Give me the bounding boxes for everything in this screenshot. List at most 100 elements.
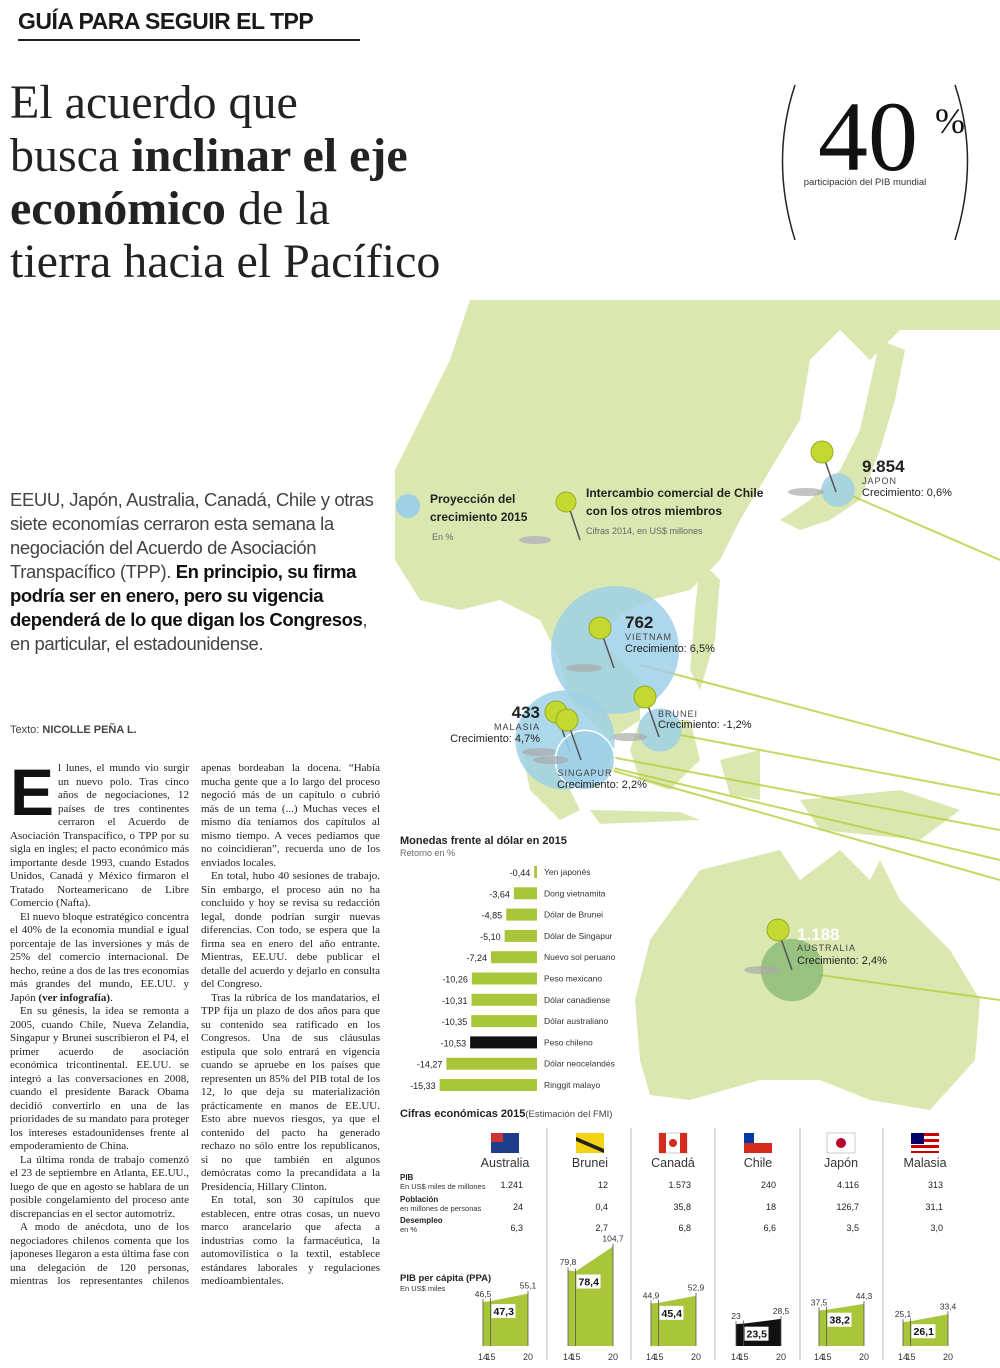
value-label: 25,1 bbox=[895, 1309, 912, 1319]
value-label: -10,35 bbox=[442, 1017, 468, 1027]
value-label: 55,1 bbox=[520, 1281, 537, 1291]
category-label: Dólar neocelandés bbox=[544, 1059, 615, 1069]
value-label: 44,9 bbox=[643, 1290, 660, 1300]
pin-shadow bbox=[788, 488, 824, 496]
category-label: Yen japonés bbox=[544, 867, 590, 877]
x-tick-label: 14 bbox=[814, 1352, 824, 1362]
legend-unit: Cifras 2014, en US$ millones bbox=[586, 526, 703, 536]
intro-text: , en particular, el estadounidense. bbox=[10, 609, 368, 654]
x-tick-label: 15 bbox=[570, 1352, 580, 1362]
country-name: SINGAPUR bbox=[557, 768, 612, 778]
kicker-rule bbox=[18, 39, 360, 41]
value-label: -3,64 bbox=[489, 889, 510, 899]
legend-growth-icon bbox=[396, 494, 420, 518]
value-label: -0,44 bbox=[510, 868, 531, 878]
headline-text: busca bbox=[10, 129, 132, 182]
value-label: -4,85 bbox=[482, 911, 503, 921]
value-label: 26,1 bbox=[914, 1326, 935, 1338]
cell: 3,5 bbox=[846, 1223, 859, 1233]
row-sublabel: En US$ miles de millones bbox=[400, 1182, 486, 1191]
row-label: PIB bbox=[400, 1173, 414, 1182]
value-label: 104,7 bbox=[602, 1234, 624, 1244]
pin-shadow bbox=[744, 966, 780, 974]
cell: 31,1 bbox=[925, 1202, 943, 1212]
paragraph-text: l lunes, el mundo vio surgir un nuevo po… bbox=[10, 762, 189, 909]
trade-pin bbox=[588, 616, 612, 640]
country-name: AUSTRALIA bbox=[797, 943, 856, 953]
legend-unit: En % bbox=[432, 532, 454, 542]
area bbox=[651, 1295, 696, 1346]
growth-bubble bbox=[638, 708, 682, 752]
value-label: -10,31 bbox=[442, 996, 468, 1006]
stat-unit: % bbox=[935, 101, 965, 141]
paragraph-text: . bbox=[110, 991, 113, 1004]
value-label: -15,33 bbox=[410, 1081, 436, 1091]
value-label: -10,26 bbox=[442, 975, 468, 985]
byline-label: Texto: bbox=[10, 724, 43, 736]
cell: 2,7 bbox=[595, 1223, 608, 1233]
bar bbox=[471, 972, 537, 985]
headline-text: tierra hacia el Pacífico bbox=[10, 235, 441, 288]
area bbox=[568, 1246, 613, 1346]
value-label: -14,27 bbox=[417, 1060, 443, 1070]
paragraph: En total, hubo 40 sesiones de trabajo. S… bbox=[201, 870, 380, 990]
cell: 18 bbox=[766, 1202, 776, 1212]
category-label: Dólar australiano bbox=[544, 1016, 609, 1026]
cell: 6,6 bbox=[763, 1223, 776, 1233]
bar bbox=[471, 993, 537, 1006]
x-tick-label: 20 bbox=[523, 1352, 533, 1362]
value-label: 23 bbox=[731, 1311, 741, 1321]
label-box bbox=[659, 1305, 684, 1320]
bar bbox=[491, 951, 537, 964]
country-name: Canadá bbox=[651, 1156, 695, 1170]
value-label: 52,9 bbox=[688, 1283, 705, 1293]
growth-label: Crecimiento: 4,7% bbox=[450, 733, 540, 745]
category-label: Dólar canadiense bbox=[544, 995, 610, 1005]
cell: 24 bbox=[513, 1202, 523, 1212]
row-sublabel: en % bbox=[400, 1225, 417, 1234]
cell: 6,3 bbox=[510, 1223, 523, 1233]
bar bbox=[504, 929, 537, 942]
growth-bubble bbox=[551, 586, 679, 714]
category-label: Ringgit malayo bbox=[544, 1080, 600, 1090]
cell: 240 bbox=[761, 1180, 776, 1190]
country-name: JAPON bbox=[862, 476, 897, 486]
paragraph: La última ronda de trabajo comenzó el 23… bbox=[10, 1153, 189, 1220]
per-capita-unit: En US$ miles bbox=[400, 1284, 446, 1293]
value-label: 38,2 bbox=[830, 1315, 851, 1327]
bar bbox=[534, 866, 537, 878]
value-label: 47,3 bbox=[494, 1306, 515, 1318]
bar bbox=[470, 1036, 537, 1049]
trade-pin bbox=[633, 685, 657, 709]
category-label: Dólar de Brunei bbox=[544, 910, 603, 920]
x-tick-label: 20 bbox=[691, 1352, 701, 1362]
byline-author: NICOLLE PEÑA L. bbox=[42, 724, 137, 736]
category-label: Nuevo sol peruano bbox=[544, 952, 616, 962]
trade-lines bbox=[599, 494, 1000, 1001]
x-tick-label: 15 bbox=[821, 1352, 831, 1362]
paragraph: A modo de anécdota, uno de los negociado… bbox=[10, 762, 380, 1287]
trade-label: 1.188 bbox=[797, 925, 840, 944]
byline: Texto: NICOLLE PEÑA L. bbox=[10, 724, 137, 736]
value-label: 33,4 bbox=[940, 1301, 957, 1311]
legend-pin-head bbox=[555, 491, 577, 513]
growth-label: Crecimiento: -1,2% bbox=[658, 719, 752, 731]
per-capita-title: PIB per cápita (PPA) bbox=[400, 1273, 491, 1284]
bar bbox=[506, 908, 537, 921]
value-label: -10,53 bbox=[441, 1038, 467, 1048]
table-dividers bbox=[546, 1128, 884, 1360]
chart-subtitle: Retorno en % bbox=[400, 848, 455, 858]
bracket bbox=[954, 84, 969, 241]
bar bbox=[446, 1057, 537, 1070]
bar bbox=[439, 1079, 537, 1091]
trade-label: 433 bbox=[512, 703, 540, 722]
cell: 1.573 bbox=[668, 1180, 691, 1190]
stat-value: 40 bbox=[818, 81, 918, 192]
headline: El acuerdo que busca inclinar el eje eco… bbox=[10, 76, 440, 288]
x-tick-label: 14 bbox=[898, 1352, 908, 1362]
chart-title: Monedas frente al dólar en 2015 bbox=[400, 835, 567, 847]
